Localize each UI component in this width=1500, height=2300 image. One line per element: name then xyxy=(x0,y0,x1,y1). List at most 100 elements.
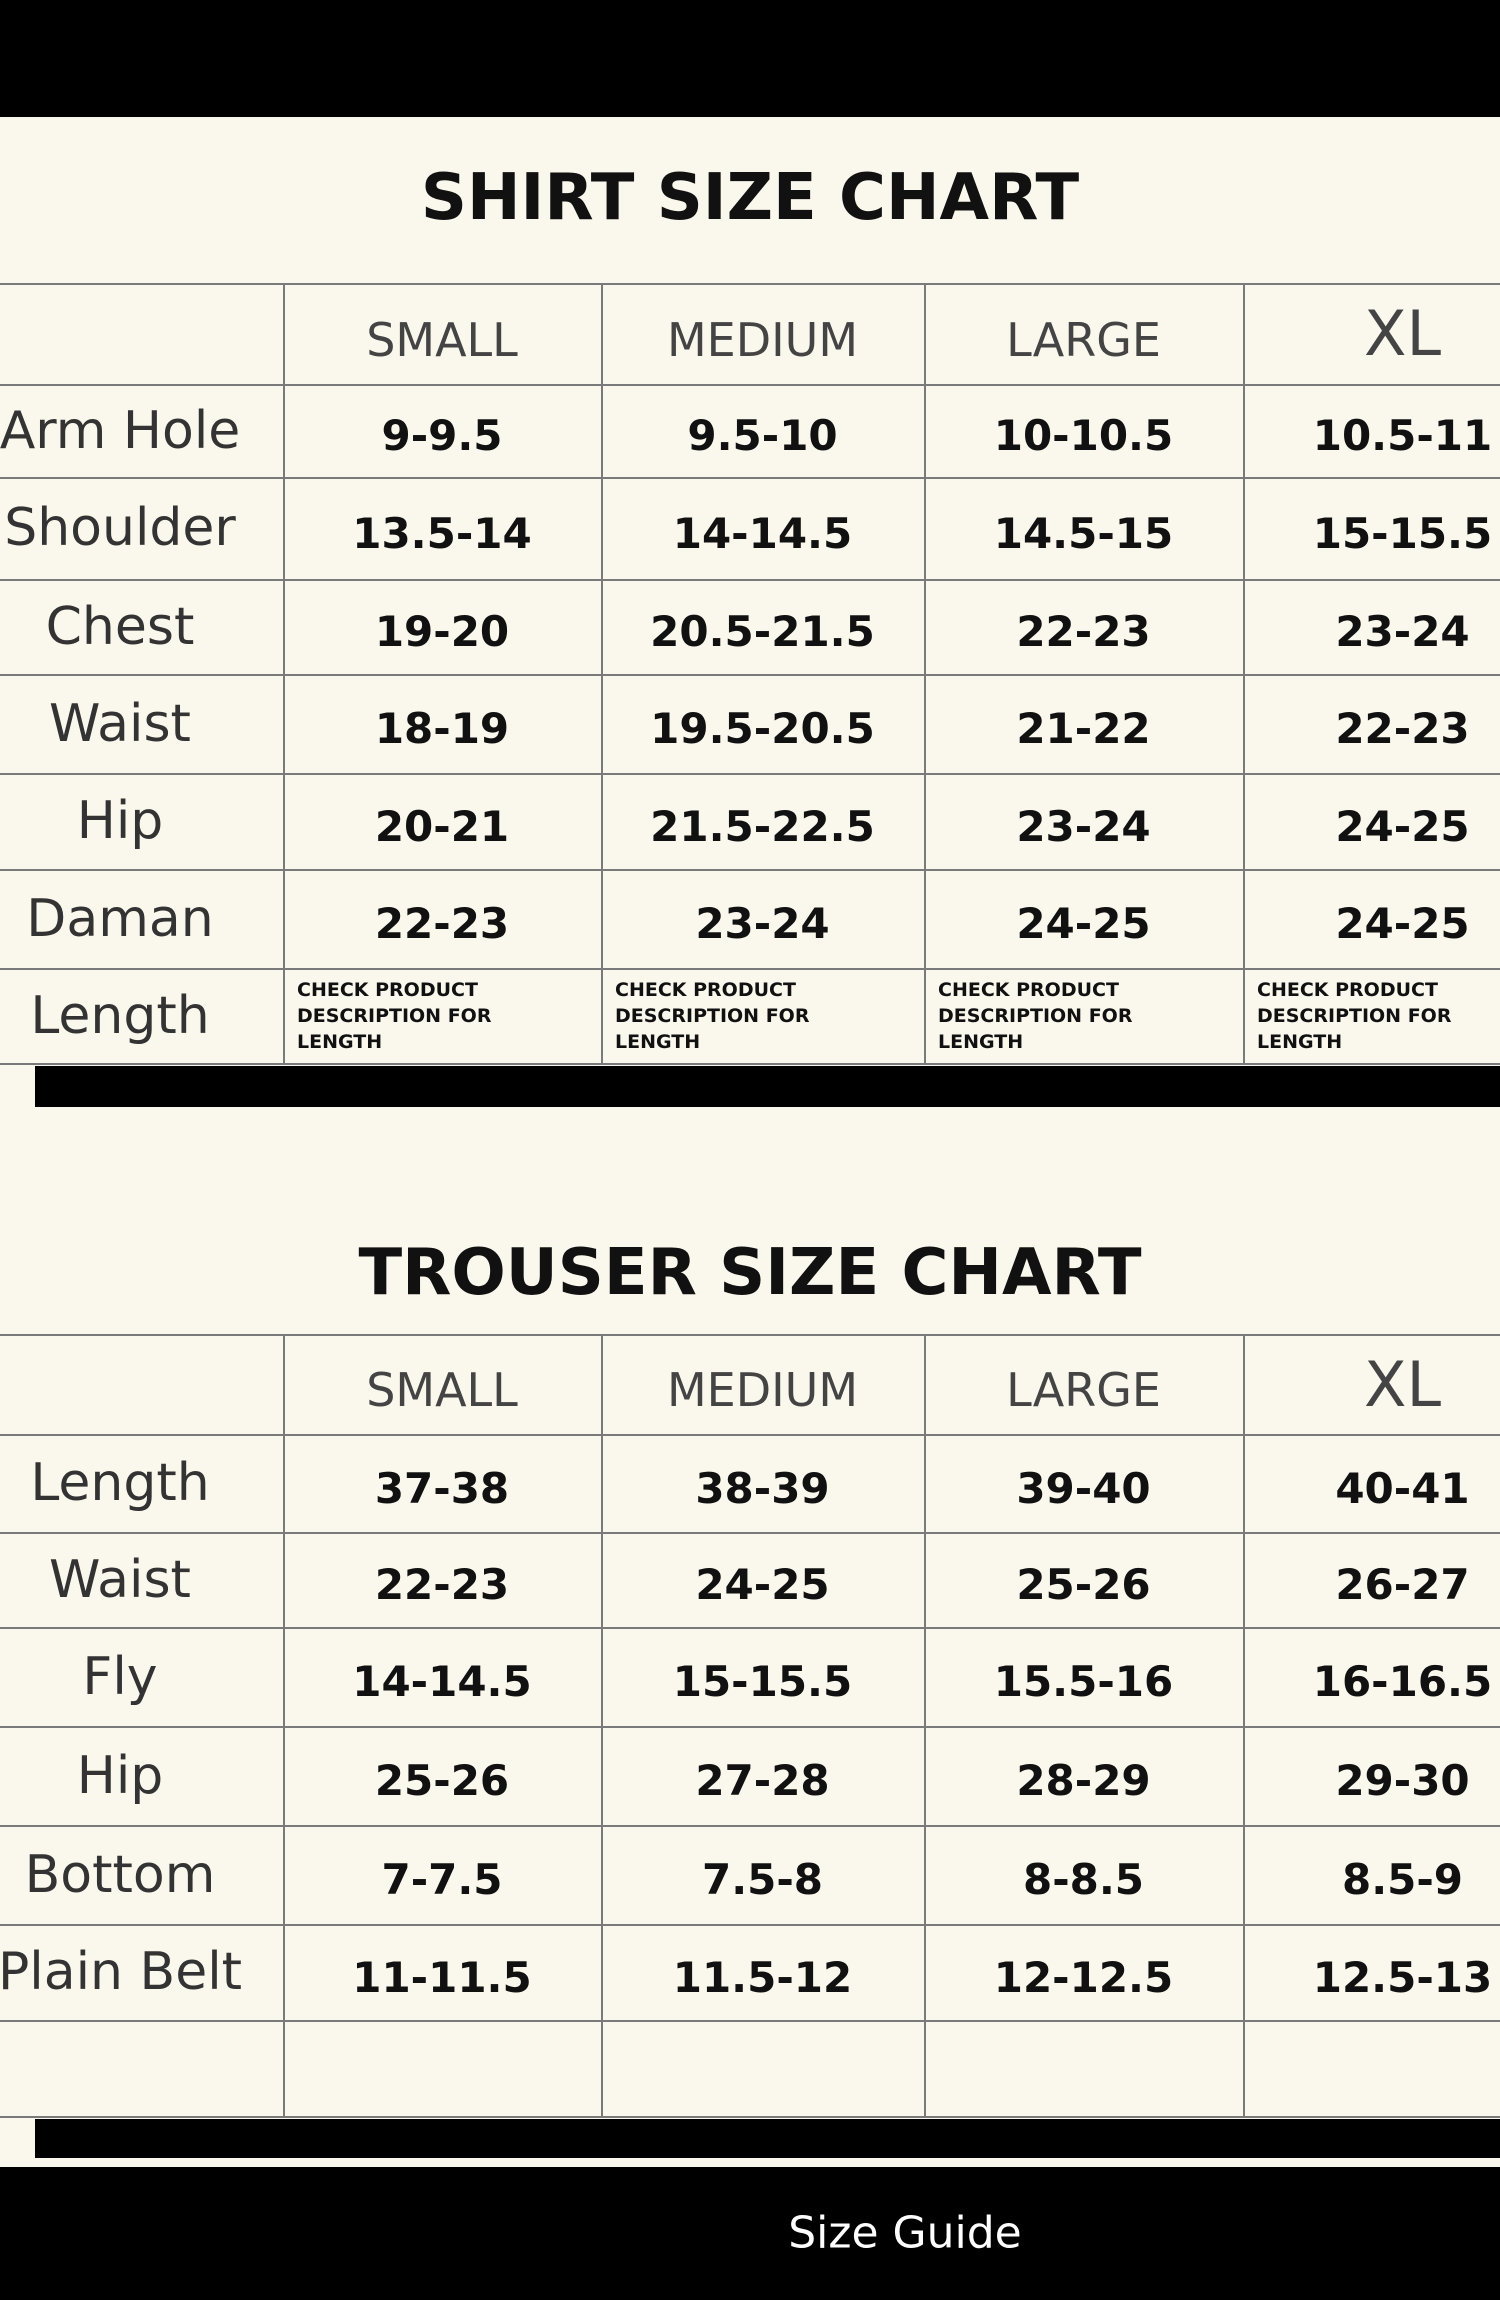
size-value: 19.5-20.5 xyxy=(650,704,875,753)
row-label: Waist xyxy=(49,1549,191,1610)
row-label: Hip xyxy=(76,791,164,851)
size-value: 12.5-13 xyxy=(1312,1952,1493,2002)
row-line xyxy=(0,1627,1500,1629)
row-label: Hip xyxy=(76,1745,164,1806)
size-value: 24-25 xyxy=(1016,899,1151,948)
size-value: 26-27 xyxy=(1335,1560,1470,1609)
size-value: 25-26 xyxy=(1016,1560,1151,1609)
size-value: 24-25 xyxy=(1335,899,1470,948)
size-value: 37-38 xyxy=(374,1463,510,1513)
row-line xyxy=(0,773,1500,775)
col-line xyxy=(601,1334,603,2116)
col-line xyxy=(1243,283,1245,1063)
divider xyxy=(35,2119,1500,2158)
bottom-bar: Size Guide xyxy=(0,2167,1500,2300)
col-line xyxy=(283,1334,285,2116)
column-header: MEDIUM xyxy=(666,1363,859,1417)
row-label: Plain Belt xyxy=(0,1942,243,2002)
size-value: 40-41 xyxy=(1335,1463,1470,1513)
size-value: 7.5-8 xyxy=(701,1855,824,1904)
size-value: 22-23 xyxy=(1016,607,1151,656)
row-line xyxy=(0,283,1500,285)
size-value: 8-8.5 xyxy=(1022,1855,1145,1904)
row-line xyxy=(0,1334,1500,1336)
divider xyxy=(35,1066,1500,1107)
size-value: 14.5-15 xyxy=(993,508,1174,558)
size-value: 11-11.5 xyxy=(352,1952,532,2002)
size-value: 20.5-21.5 xyxy=(650,607,875,656)
size-value: 19-20 xyxy=(374,607,510,656)
size-value: 23-24 xyxy=(695,899,830,948)
row-line xyxy=(0,1924,1500,1926)
footer-title: Size Guide xyxy=(788,2207,1022,2259)
length-note: CHECK PRODUCT DESCRIPTION FOR LENGTH xyxy=(297,978,492,1053)
col-line xyxy=(924,1334,926,2116)
column-header: SMALL xyxy=(366,1363,518,1417)
size-value: 11.5-12 xyxy=(672,1952,853,2002)
row-line xyxy=(0,1434,1500,1436)
length-note: CHECK PRODUCT DESCRIPTION FOR LENGTH xyxy=(1257,978,1452,1053)
size-value: 13.5-14 xyxy=(352,508,532,558)
size-value: 15-15.5 xyxy=(672,1657,853,1706)
length-note: CHECK PRODUCT DESCRIPTION FOR LENGTH xyxy=(938,978,1133,1053)
size-value: 14-14.5 xyxy=(672,508,853,558)
size-value: 16-16.5 xyxy=(1312,1657,1493,1706)
row-line xyxy=(0,384,1500,386)
size-value: 39-40 xyxy=(1016,1463,1151,1513)
shirt-title: SHIRT SIZE CHART xyxy=(420,161,1080,235)
size-value: 22-23 xyxy=(374,1560,510,1609)
size-value: 14-14.5 xyxy=(352,1657,532,1706)
col-line xyxy=(601,283,603,1063)
top-bar xyxy=(0,0,1500,117)
size-value: 23-24 xyxy=(1016,801,1151,851)
size-value: 9.5-10 xyxy=(687,411,838,460)
size-value: 18-19 xyxy=(374,704,510,753)
row-line xyxy=(0,579,1500,581)
size-value: 9-9.5 xyxy=(381,411,503,460)
size-value: 15.5-16 xyxy=(993,1657,1174,1706)
row-label: Daman xyxy=(26,888,214,949)
row-label: Shoulder xyxy=(4,498,236,558)
column-header: LARGE xyxy=(1006,1363,1161,1417)
row-label: Bottom xyxy=(24,1844,216,1905)
size-value: 21.5-22.5 xyxy=(650,801,875,851)
row-line xyxy=(0,2116,1500,2118)
size-value: 15-15.5 xyxy=(1312,508,1493,558)
column-header: XL xyxy=(1363,1347,1441,1421)
column-header: LARGE xyxy=(1006,312,1161,367)
row-label: Length xyxy=(30,1453,210,1513)
size-value: 10.5-11 xyxy=(1312,411,1493,460)
size-value: 24-25 xyxy=(1335,801,1470,851)
column-header: MEDIUM xyxy=(666,312,859,367)
row-label: Waist xyxy=(49,693,191,754)
size-value: 22-23 xyxy=(374,899,510,948)
row-line xyxy=(0,674,1500,676)
row-line xyxy=(0,968,1500,970)
size-value: 10-10.5 xyxy=(993,411,1174,460)
row-line xyxy=(0,1726,1500,1728)
size-value: 29-30 xyxy=(1335,1756,1470,1805)
size-value: 7-7.5 xyxy=(381,1855,503,1904)
row-label: Length xyxy=(30,985,210,1046)
size-value: 23-24 xyxy=(1335,607,1470,656)
col-line xyxy=(924,283,926,1063)
row-line xyxy=(0,2020,1500,2022)
row-line xyxy=(0,869,1500,871)
size-value: 28-29 xyxy=(1016,1756,1151,1805)
column-header: SMALL xyxy=(366,312,518,367)
trouser-title: TROUSER SIZE CHART xyxy=(358,1236,1142,1310)
size-value: 8.5-9 xyxy=(1341,1855,1464,1904)
col-line xyxy=(283,283,285,1063)
row-line xyxy=(0,1532,1500,1534)
size-value: 21-22 xyxy=(1016,704,1151,753)
size-value: 22-23 xyxy=(1335,704,1470,753)
row-label: Chest xyxy=(45,596,195,657)
row-line xyxy=(0,1825,1500,1827)
row-label: Arm Hole xyxy=(0,400,241,461)
column-header: XL xyxy=(1363,297,1441,370)
length-note: CHECK PRODUCT DESCRIPTION FOR LENGTH xyxy=(615,978,810,1053)
size-value: 25-26 xyxy=(374,1756,510,1805)
row-label: Fly xyxy=(82,1646,158,1707)
size-value: 27-28 xyxy=(695,1756,830,1805)
